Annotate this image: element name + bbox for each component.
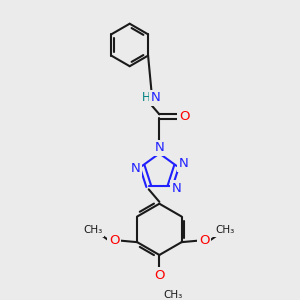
Text: CH₃: CH₃ bbox=[163, 290, 182, 300]
Text: H: H bbox=[142, 91, 150, 104]
Text: O: O bbox=[109, 234, 120, 247]
Text: N: N bbox=[178, 157, 188, 170]
Text: N: N bbox=[154, 141, 164, 154]
Text: CH₃: CH₃ bbox=[83, 225, 102, 235]
Text: CH₃: CH₃ bbox=[215, 225, 234, 235]
Text: O: O bbox=[199, 234, 210, 247]
Text: O: O bbox=[154, 269, 165, 282]
Text: N: N bbox=[150, 91, 160, 104]
Text: O: O bbox=[179, 110, 190, 123]
Text: N: N bbox=[131, 162, 141, 175]
Text: N: N bbox=[171, 182, 181, 195]
